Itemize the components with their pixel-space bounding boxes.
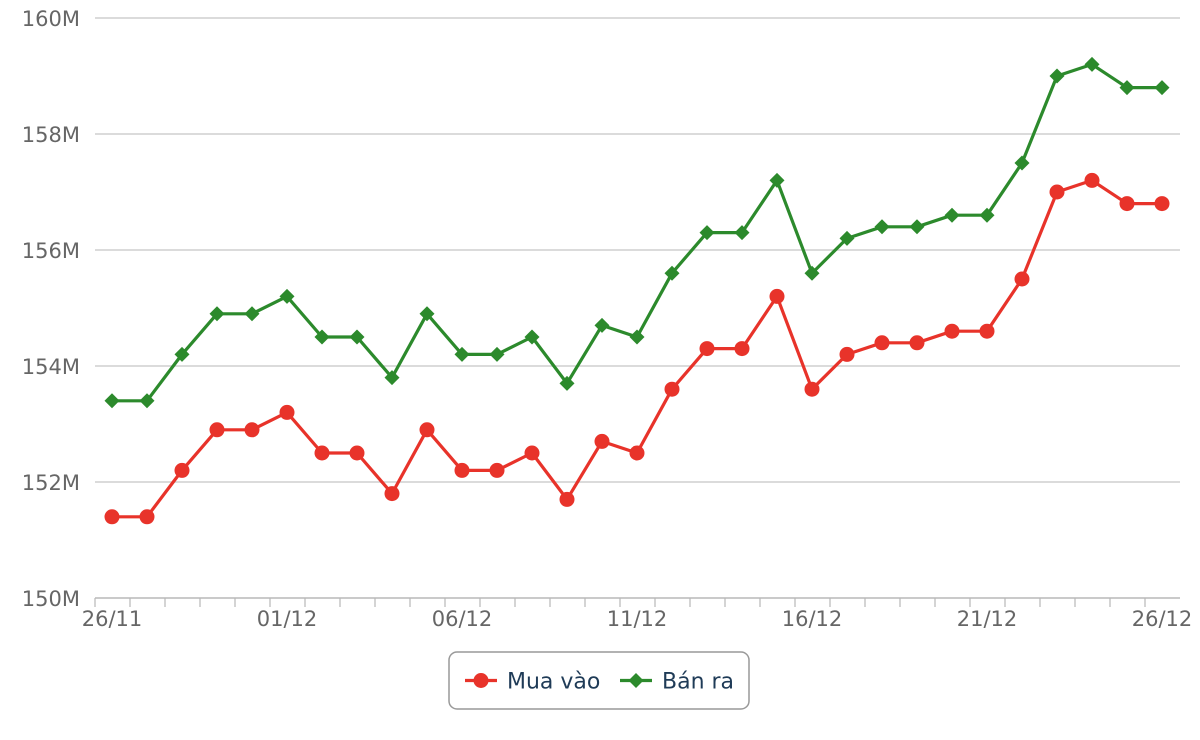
- axis-layer: 150M 152M 154M 156M 158M 160M 26/11 01/12 06/12 1…: [22, 7, 1192, 631]
- x-tick-label: 26/11: [82, 607, 143, 631]
- data-point[interactable]: [314, 329, 330, 345]
- x-tick-label: 06/12: [432, 607, 493, 631]
- data-point[interactable]: [769, 288, 785, 304]
- data-point[interactable]: [734, 225, 750, 241]
- data-point[interactable]: [839, 346, 855, 362]
- data-point[interactable]: [489, 462, 505, 478]
- data-point[interactable]: [209, 306, 225, 322]
- data-point[interactable]: [349, 329, 365, 345]
- legend[interactable]: Mua vào Bán ra: [448, 651, 750, 710]
- legend-box: [448, 651, 750, 710]
- data-point[interactable]: [349, 445, 365, 461]
- data-point[interactable]: [1049, 68, 1065, 84]
- data-point[interactable]: [664, 265, 680, 281]
- data-point[interactable]: [279, 288, 295, 304]
- y-tick-label: 152M: [22, 471, 80, 495]
- data-point[interactable]: [839, 230, 855, 246]
- legend-label: Mua vào: [507, 670, 600, 695]
- x-tick-label: 21/12: [957, 607, 1018, 631]
- series-line-1: [112, 178, 1162, 519]
- series-line-2: [112, 62, 1162, 403]
- data-point[interactable]: [944, 323, 960, 339]
- data-point[interactable]: [594, 317, 610, 333]
- x-tick-label: 26/12: [1132, 607, 1193, 631]
- data-point[interactable]: [1014, 155, 1030, 171]
- legend-marker-diamond-icon: [628, 673, 644, 688]
- data-point[interactable]: [279, 404, 295, 420]
- data-point[interactable]: [384, 486, 400, 502]
- data-point[interactable]: [419, 422, 435, 438]
- y-tick-label: 160M: [22, 7, 80, 31]
- data-point[interactable]: [979, 207, 995, 223]
- data-point[interactable]: [1119, 196, 1135, 212]
- data-point[interactable]: [699, 225, 715, 241]
- y-tick-label: 154M: [22, 355, 80, 379]
- data-point[interactable]: [1119, 80, 1135, 96]
- data-point[interactable]: [1014, 271, 1030, 287]
- x-tick-label: 11/12: [607, 607, 668, 631]
- data-point[interactable]: [454, 346, 470, 362]
- data-point[interactable]: [734, 341, 750, 357]
- data-point[interactable]: [384, 370, 400, 386]
- data-point[interactable]: [979, 323, 995, 339]
- y-tick-label: 158M: [22, 123, 80, 147]
- data-point[interactable]: [559, 491, 575, 507]
- data-point[interactable]: [1154, 196, 1170, 212]
- data-point[interactable]: [174, 462, 190, 478]
- data-point[interactable]: [629, 329, 645, 345]
- data-point[interactable]: [419, 306, 435, 322]
- data-point[interactable]: [104, 393, 120, 409]
- data-point[interactable]: [209, 422, 225, 438]
- data-point[interactable]: [804, 381, 820, 397]
- data-point[interactable]: [174, 346, 190, 362]
- data-point[interactable]: [804, 265, 820, 281]
- data-point[interactable]: [594, 433, 610, 449]
- data-point[interactable]: [1084, 172, 1100, 188]
- data-point[interactable]: [489, 346, 505, 362]
- data-point[interactable]: [1084, 56, 1100, 72]
- data-point[interactable]: [909, 335, 925, 351]
- legend-label: Bán ra: [662, 670, 734, 695]
- data-point[interactable]: [559, 375, 575, 391]
- x-tick-label: 16/12: [782, 607, 843, 631]
- data-point[interactable]: [1154, 80, 1170, 96]
- legend-item[interactable]: Bán ra: [620, 670, 734, 695]
- data-point[interactable]: [104, 509, 120, 525]
- data-point[interactable]: [769, 172, 785, 188]
- data-point[interactable]: [1049, 184, 1065, 200]
- series-layer: [104, 56, 1170, 525]
- data-point[interactable]: [629, 445, 645, 461]
- data-point[interactable]: [244, 306, 260, 322]
- data-point[interactable]: [524, 445, 540, 461]
- data-point[interactable]: [139, 509, 155, 525]
- data-point[interactable]: [664, 381, 680, 397]
- y-tick-label: 150M: [22, 587, 80, 611]
- grid-layer: [95, 17, 1180, 599]
- data-point[interactable]: [524, 329, 540, 345]
- data-point[interactable]: [699, 341, 715, 357]
- data-point[interactable]: [944, 207, 960, 223]
- data-point[interactable]: [874, 219, 890, 235]
- y-tick-label: 156M: [22, 239, 80, 263]
- legend-marker-circle-icon: [473, 673, 489, 688]
- data-point[interactable]: [874, 335, 890, 351]
- legend-item[interactable]: Mua vào: [465, 670, 600, 695]
- data-point[interactable]: [314, 445, 330, 461]
- data-point[interactable]: [454, 462, 470, 478]
- x-tick-label: 01/12: [257, 607, 318, 631]
- data-point[interactable]: [244, 422, 260, 438]
- data-point[interactable]: [139, 393, 155, 409]
- data-point[interactable]: [909, 219, 925, 235]
